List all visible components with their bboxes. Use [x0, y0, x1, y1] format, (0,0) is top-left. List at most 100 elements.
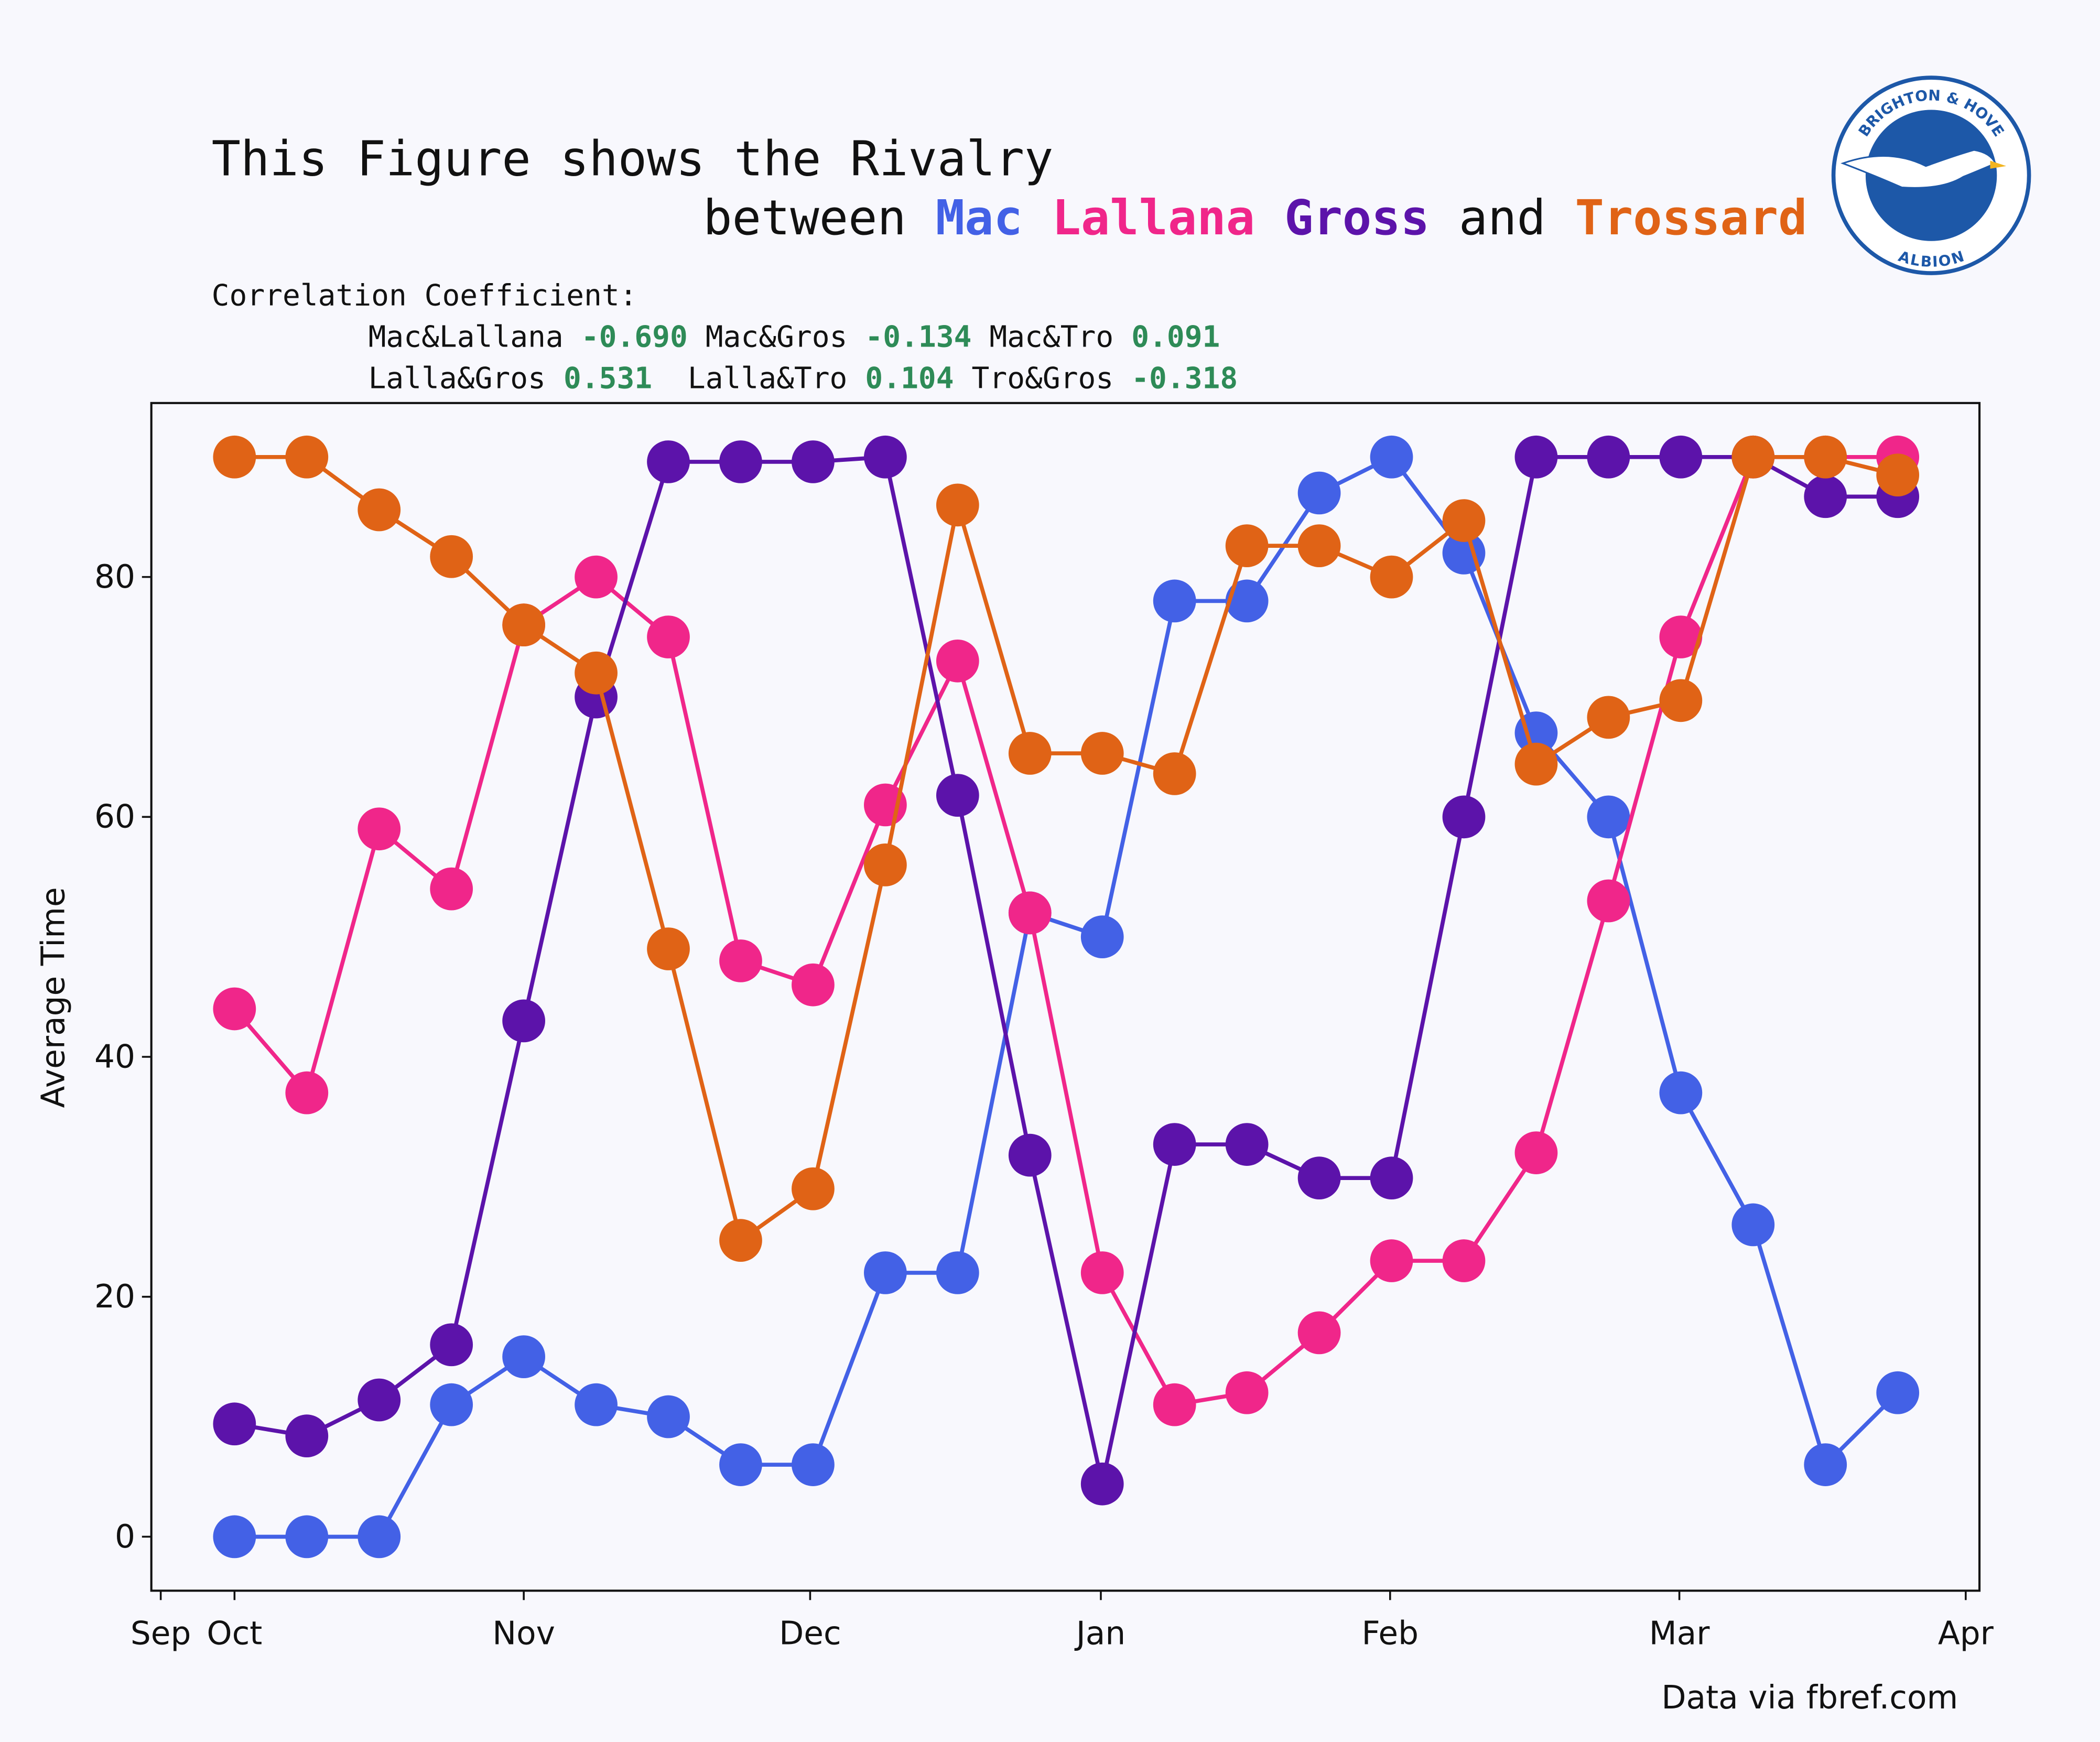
data-point [213, 987, 256, 1031]
correlation-label: Mac&Gros [706, 320, 848, 354]
data-point [430, 1383, 473, 1426]
data-point [1080, 732, 1124, 775]
data-point [1370, 555, 1413, 599]
x-tick-label: Nov [492, 1615, 555, 1652]
data-point [213, 1402, 256, 1446]
data-point [1153, 752, 1196, 795]
data-point [647, 1395, 690, 1438]
data-point [1514, 742, 1558, 786]
correlation-label: Lalla&Gros [369, 362, 546, 396]
correlation-value: 0.531 [564, 362, 652, 396]
correlation-value: 0.104 [865, 362, 954, 396]
data-point [1008, 732, 1052, 775]
data-point [502, 1335, 546, 1378]
data-point [1225, 1123, 1269, 1166]
series [213, 435, 1920, 1262]
series [213, 435, 1920, 1559]
data-point [358, 807, 401, 851]
logo-beak [1990, 160, 2007, 169]
data-point [1876, 1371, 1920, 1414]
correlation-label: Mac&Tro [989, 320, 1113, 354]
data-point [1876, 453, 1920, 496]
source-note: Data via fbref.com [1661, 1679, 1958, 1716]
data-point [1008, 891, 1052, 935]
data-point [719, 440, 762, 483]
data-point [430, 535, 473, 578]
data-point [936, 1251, 979, 1294]
correlation-value: 0.091 [1131, 320, 1220, 354]
x-tick-label: Jan [1074, 1615, 1126, 1652]
y-axis-label: Average Time [35, 887, 72, 1108]
data-point [1587, 795, 1630, 839]
data-point [792, 440, 835, 483]
data-point [1442, 1239, 1486, 1282]
data-point [1080, 915, 1124, 959]
y-tick-label: 0 [115, 1518, 135, 1555]
correlation-label: Lalla&Tro [688, 362, 847, 396]
data-point [1659, 679, 1703, 722]
data-point [502, 603, 546, 647]
data-point [1297, 1311, 1341, 1355]
y-tick-label: 60 [94, 798, 135, 836]
data-point [1442, 499, 1486, 542]
x-tick-label: Apr [1938, 1615, 1994, 1652]
data-point [575, 1383, 618, 1426]
data-point [1297, 524, 1341, 568]
title-word: Lallana [1052, 190, 1255, 246]
data-point [358, 488, 401, 532]
data-point [1804, 435, 1847, 479]
data-point [1514, 1131, 1558, 1174]
data-point [1370, 1239, 1413, 1282]
data-point [1297, 1156, 1341, 1200]
data-point [792, 1167, 835, 1210]
title-word: Gross [1284, 190, 1430, 246]
logo: BRIGHTON & HOVE ALBION [1831, 75, 2031, 275]
data-point [719, 1443, 762, 1486]
data-point [285, 435, 329, 479]
data-point [1587, 435, 1630, 479]
data-point [1731, 1203, 1775, 1247]
data-point [1442, 795, 1486, 839]
data-point [430, 867, 473, 911]
series-line [233, 455, 1898, 1407]
data-point [1659, 435, 1703, 479]
data-point [1153, 579, 1196, 623]
data-point [1731, 435, 1775, 479]
title-word: Trossard [1575, 190, 1807, 246]
data-point [1225, 1371, 1269, 1414]
data-point [647, 927, 690, 970]
correlation-title: Correlation Coefficient: [212, 278, 637, 312]
title-word: Mac [936, 190, 1023, 246]
data-point [358, 1515, 401, 1559]
data-point [213, 435, 256, 479]
data-point [1297, 471, 1341, 515]
data-point [575, 555, 618, 599]
y-tick-label: 80 [94, 558, 135, 596]
data-point [1514, 435, 1558, 479]
data-point [864, 1251, 907, 1294]
data-point [430, 1323, 473, 1367]
data-point [1804, 1443, 1847, 1486]
data-point [213, 1515, 256, 1559]
plot-frame [150, 402, 1981, 1592]
data-point [647, 440, 690, 483]
data-point [1587, 696, 1630, 739]
data-point [285, 1515, 329, 1559]
data-point [719, 1219, 762, 1262]
x-tick-label: Oct [207, 1615, 262, 1652]
x-tick-label: Dec [779, 1615, 841, 1652]
data-point [1659, 1071, 1703, 1115]
data-point [1153, 1123, 1196, 1166]
data-point [575, 651, 618, 695]
data-point [864, 435, 907, 479]
x-tick-label: Sep [131, 1615, 191, 1652]
data-point [792, 963, 835, 1007]
correlation-label: Mac&Lallana [369, 320, 564, 354]
data-point [936, 483, 979, 527]
data-point [1370, 435, 1413, 479]
data-point [936, 774, 979, 817]
data-point [647, 615, 690, 658]
data-point [1659, 615, 1703, 658]
